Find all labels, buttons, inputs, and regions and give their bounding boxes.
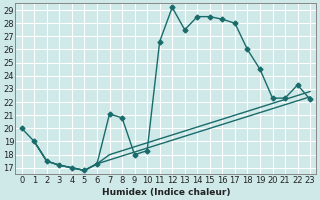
X-axis label: Humidex (Indice chaleur): Humidex (Indice chaleur) — [102, 188, 230, 197]
